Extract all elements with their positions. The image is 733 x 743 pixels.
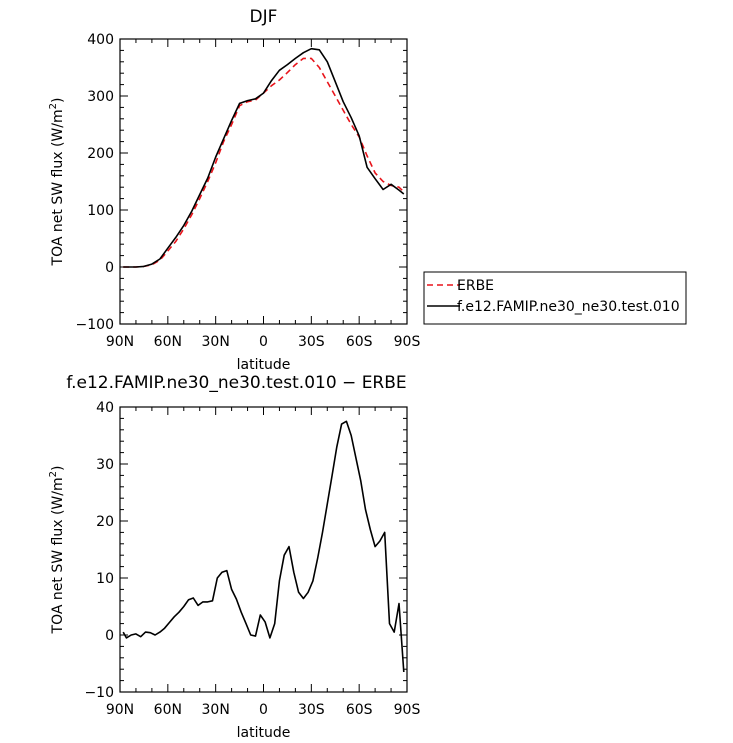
x-tick-label: 30N bbox=[202, 702, 230, 718]
x-tick-label: 30S bbox=[298, 334, 325, 350]
y-tick-label: 100 bbox=[87, 203, 114, 219]
legend-label-model: f.e12.FAMIP.ne30_ne30.test.010 bbox=[457, 299, 680, 315]
top-panel-ticks: 90N 60N 30N 0 30S 60S 90S −100 0 100 200 300 400 bbox=[76, 32, 421, 350]
top-panel-xlabel: latitude bbox=[237, 357, 291, 373]
x-tick-label: 90S bbox=[394, 334, 421, 350]
y-tick-label: 300 bbox=[87, 89, 114, 105]
y-tick-label: 40 bbox=[96, 400, 114, 416]
y-tick-label: −100 bbox=[76, 317, 114, 333]
x-tick-label: 0 bbox=[259, 334, 268, 350]
top-panel-ylabel-close: ) bbox=[50, 98, 66, 103]
x-tick-label: 90N bbox=[106, 702, 134, 718]
y-tick-label: 0 bbox=[105, 628, 114, 644]
bottom-panel-ylabel-superscript: 2 bbox=[48, 471, 59, 477]
bottom-panel-ylabel-text: TOA net SW flux (W/m bbox=[50, 477, 66, 634]
top-panel-ylabel-text: TOA net SW flux (W/m bbox=[50, 109, 66, 266]
x-tick-label: 60S bbox=[346, 334, 373, 350]
top-panel-ylabel: TOA net SW flux (W/m2) bbox=[48, 98, 66, 267]
top-panel-series bbox=[123, 47, 405, 268]
bottom-panel-ticks: 90N 60N 30N 0 30S 60S 90S −10 0 10 20 30 40 bbox=[84, 400, 420, 718]
series-line-1 bbox=[123, 47, 405, 268]
top-panel-frame bbox=[119, 38, 408, 325]
y-tick-label: 30 bbox=[96, 457, 114, 473]
bottom-panel-title: f.e12.FAMIP.ne30_ne30.test.010 − ERBE bbox=[66, 373, 406, 393]
top-panel: DJF 90N 60N 30N 0 30S 60S 90S −100 0 100 200 300 400… bbox=[48, 7, 420, 373]
y-tick-label: 10 bbox=[96, 571, 114, 587]
x-tick-label: 60S bbox=[346, 702, 373, 718]
x-tick-label: 30N bbox=[202, 334, 230, 350]
x-tick-label: 90S bbox=[394, 702, 421, 718]
legend-label-erbe: ERBE bbox=[457, 278, 494, 294]
x-tick-label: 60N bbox=[154, 334, 182, 350]
bottom-panel-ylabel-close: ) bbox=[50, 466, 66, 471]
top-panel-title: DJF bbox=[250, 7, 278, 27]
y-tick-label: 0 bbox=[105, 260, 114, 276]
bottom-panel-xlabel: latitude bbox=[237, 725, 291, 741]
x-tick-label: 30S bbox=[298, 702, 325, 718]
top-panel-ylabel-superscript: 2 bbox=[48, 103, 59, 109]
bottom-panel-series bbox=[122, 420, 405, 673]
bottom-panel-ylabel: TOA net SW flux (W/m2) bbox=[48, 466, 66, 635]
y-tick-label: 400 bbox=[87, 32, 114, 48]
y-tick-label: −10 bbox=[84, 685, 114, 701]
y-tick-label: 200 bbox=[87, 146, 114, 162]
x-tick-label: 60N bbox=[154, 702, 182, 718]
bottom-panel-frame bbox=[119, 406, 408, 693]
bottom-panel: f.e12.FAMIP.ne30_ne30.test.010 − ERBE 90… bbox=[48, 373, 420, 741]
legend: ERBE f.e12.FAMIP.ne30_ne30.test.010 bbox=[423, 271, 687, 325]
series-line-0 bbox=[122, 420, 405, 673]
x-tick-label: 0 bbox=[259, 702, 268, 718]
y-tick-label: 20 bbox=[96, 514, 114, 530]
legend-box bbox=[423, 271, 687, 325]
x-tick-label: 90N bbox=[106, 334, 134, 350]
series-line-0 bbox=[123, 57, 405, 268]
